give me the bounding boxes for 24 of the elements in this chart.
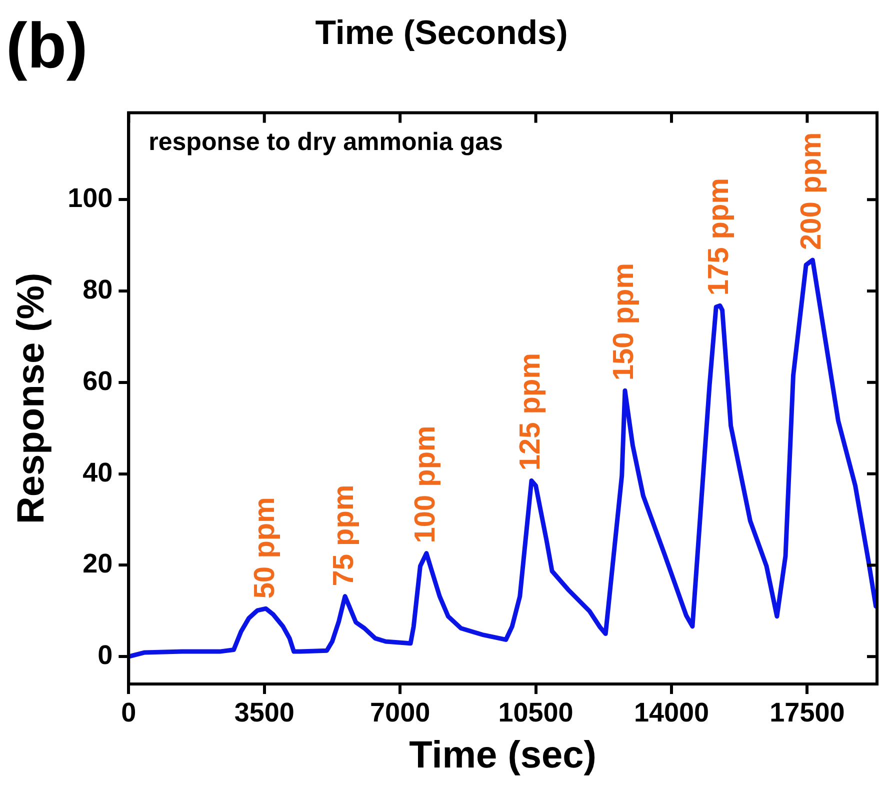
y-axis-title: Response (%) (10, 272, 52, 524)
annotation: response to dry ammonia gas (148, 128, 503, 156)
annotation: 50 ppm (248, 497, 281, 599)
annotation: 200 ppm (796, 132, 828, 250)
x-tick-label: 17500 (770, 698, 845, 728)
annotation: 100 ppm (409, 426, 442, 544)
x-tick-label: 3500 (234, 698, 294, 728)
annotation: 150 ppm (608, 262, 640, 381)
text: (b) (6, 10, 88, 82)
y-tick-label: 40 (82, 457, 113, 488)
y-tick-label: 60 (82, 366, 113, 396)
y-tick-label: 20 (82, 548, 113, 579)
y-tick-label: 100 (68, 183, 113, 214)
x-tick-label: 10500 (498, 698, 574, 728)
chart-title: Time (Seconds) (315, 14, 568, 52)
annotation: 125 ppm (514, 352, 547, 471)
annotation: 75 ppm (328, 484, 360, 586)
x-tick-label: 7000 (370, 698, 430, 728)
y-tick-label: 0 (98, 640, 113, 670)
x-tick-label: 0 (121, 698, 136, 728)
y-tick-label: 80 (82, 274, 113, 304)
x-axis-title: Time (sec) (409, 734, 596, 777)
x-tick-label: 14000 (634, 698, 710, 728)
annotation: 175 ppm (702, 178, 735, 296)
